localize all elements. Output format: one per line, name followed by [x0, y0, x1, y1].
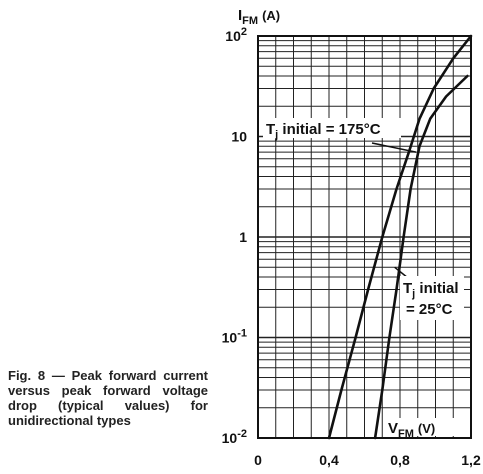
y-tick-label: 10-2 — [222, 428, 247, 446]
y-axis-label-main: I — [238, 7, 242, 24]
y-axis-label: IFM (A) — [238, 7, 280, 27]
y-axis-label-sub: FM — [242, 15, 258, 27]
x-axis-label-main: V — [388, 420, 398, 437]
annotation-175-bg — [263, 118, 401, 138]
grid — [258, 36, 471, 438]
annotation-175: Tj initial = 175°C — [263, 118, 417, 153]
plot-frame — [257, 35, 472, 439]
x-tick-label: 1,2 — [461, 452, 481, 468]
y-tick-label: 10-1 — [222, 328, 247, 346]
y-tick-label: 102 — [225, 26, 247, 44]
annotation-25-text-line2: = 25°C — [406, 301, 453, 318]
y-tick-label: 10 — [231, 129, 247, 145]
series-layer — [327, 34, 473, 440]
annotation-25: Tj initial = 25°C — [394, 266, 464, 320]
series-line-1 — [373, 74, 469, 440]
tick-labels: 0 0,4 0,8 1,2 10-2 10-1 1 10 102 — [222, 26, 481, 468]
x-axis-label-bg — [385, 418, 469, 436]
y-tick-label: 1 — [239, 229, 247, 245]
annotation-25-bg — [400, 276, 464, 320]
figure-caption: Fig. 8 — Peak forward current versus pea… — [8, 368, 208, 428]
annotation-175-leader — [371, 142, 417, 153]
x-axis-label-sub: FM — [398, 428, 414, 440]
annotation-25-text-line1: Tj initial — [403, 280, 459, 300]
y-axis-label-unit: (A) — [262, 8, 280, 23]
x-axis-label-unit: (V) — [418, 421, 435, 436]
x-tick-label: 0,4 — [319, 452, 339, 468]
series-line-0 — [327, 34, 473, 440]
annotation-175-text: Tj initial = 175°C — [266, 121, 381, 141]
x-tick-label: 0 — [254, 452, 262, 468]
x-axis-label: VFM (V) — [388, 420, 435, 440]
x-tick-label: 0,8 — [390, 452, 410, 468]
